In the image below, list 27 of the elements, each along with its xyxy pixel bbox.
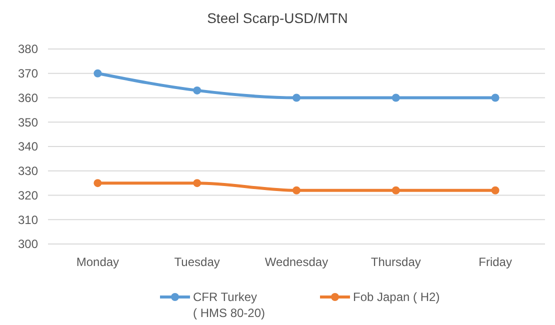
point bbox=[193, 179, 202, 188]
x-tick-label: Tuesday bbox=[174, 255, 220, 269]
point bbox=[491, 186, 500, 194]
legend-label: CFR Turkey ( HMS 80-20) bbox=[193, 290, 266, 320]
y-tick-label: 310 bbox=[18, 212, 38, 227]
y-tick-label: 340 bbox=[18, 140, 38, 154]
y-tick-label: 330 bbox=[18, 164, 38, 178]
legend-label: Fob Japan ( H2) bbox=[353, 290, 440, 304]
x-tick-label: Thursday bbox=[370, 255, 421, 269]
x-tick-label: Monday bbox=[76, 255, 120, 269]
y-tick-label: 300 bbox=[18, 237, 38, 252]
point bbox=[94, 69, 102, 78]
y-tick-label: 380 bbox=[18, 42, 38, 56]
x-tick-label: Friday bbox=[478, 255, 512, 269]
y-tick-label: 350 bbox=[18, 115, 38, 130]
point bbox=[491, 94, 500, 102]
chart-title: Steel Scarp-USD/MTN bbox=[207, 10, 348, 26]
point bbox=[392, 186, 400, 194]
point bbox=[392, 94, 400, 102]
y-tick-label: 360 bbox=[18, 90, 38, 105]
point bbox=[193, 86, 202, 94]
point bbox=[292, 186, 300, 194]
x-tick-label: Wednesday bbox=[264, 255, 328, 269]
y-tick-label: 320 bbox=[18, 188, 38, 202]
point bbox=[292, 94, 300, 102]
point bbox=[94, 179, 102, 188]
y-tick-label: 370 bbox=[18, 66, 38, 81]
